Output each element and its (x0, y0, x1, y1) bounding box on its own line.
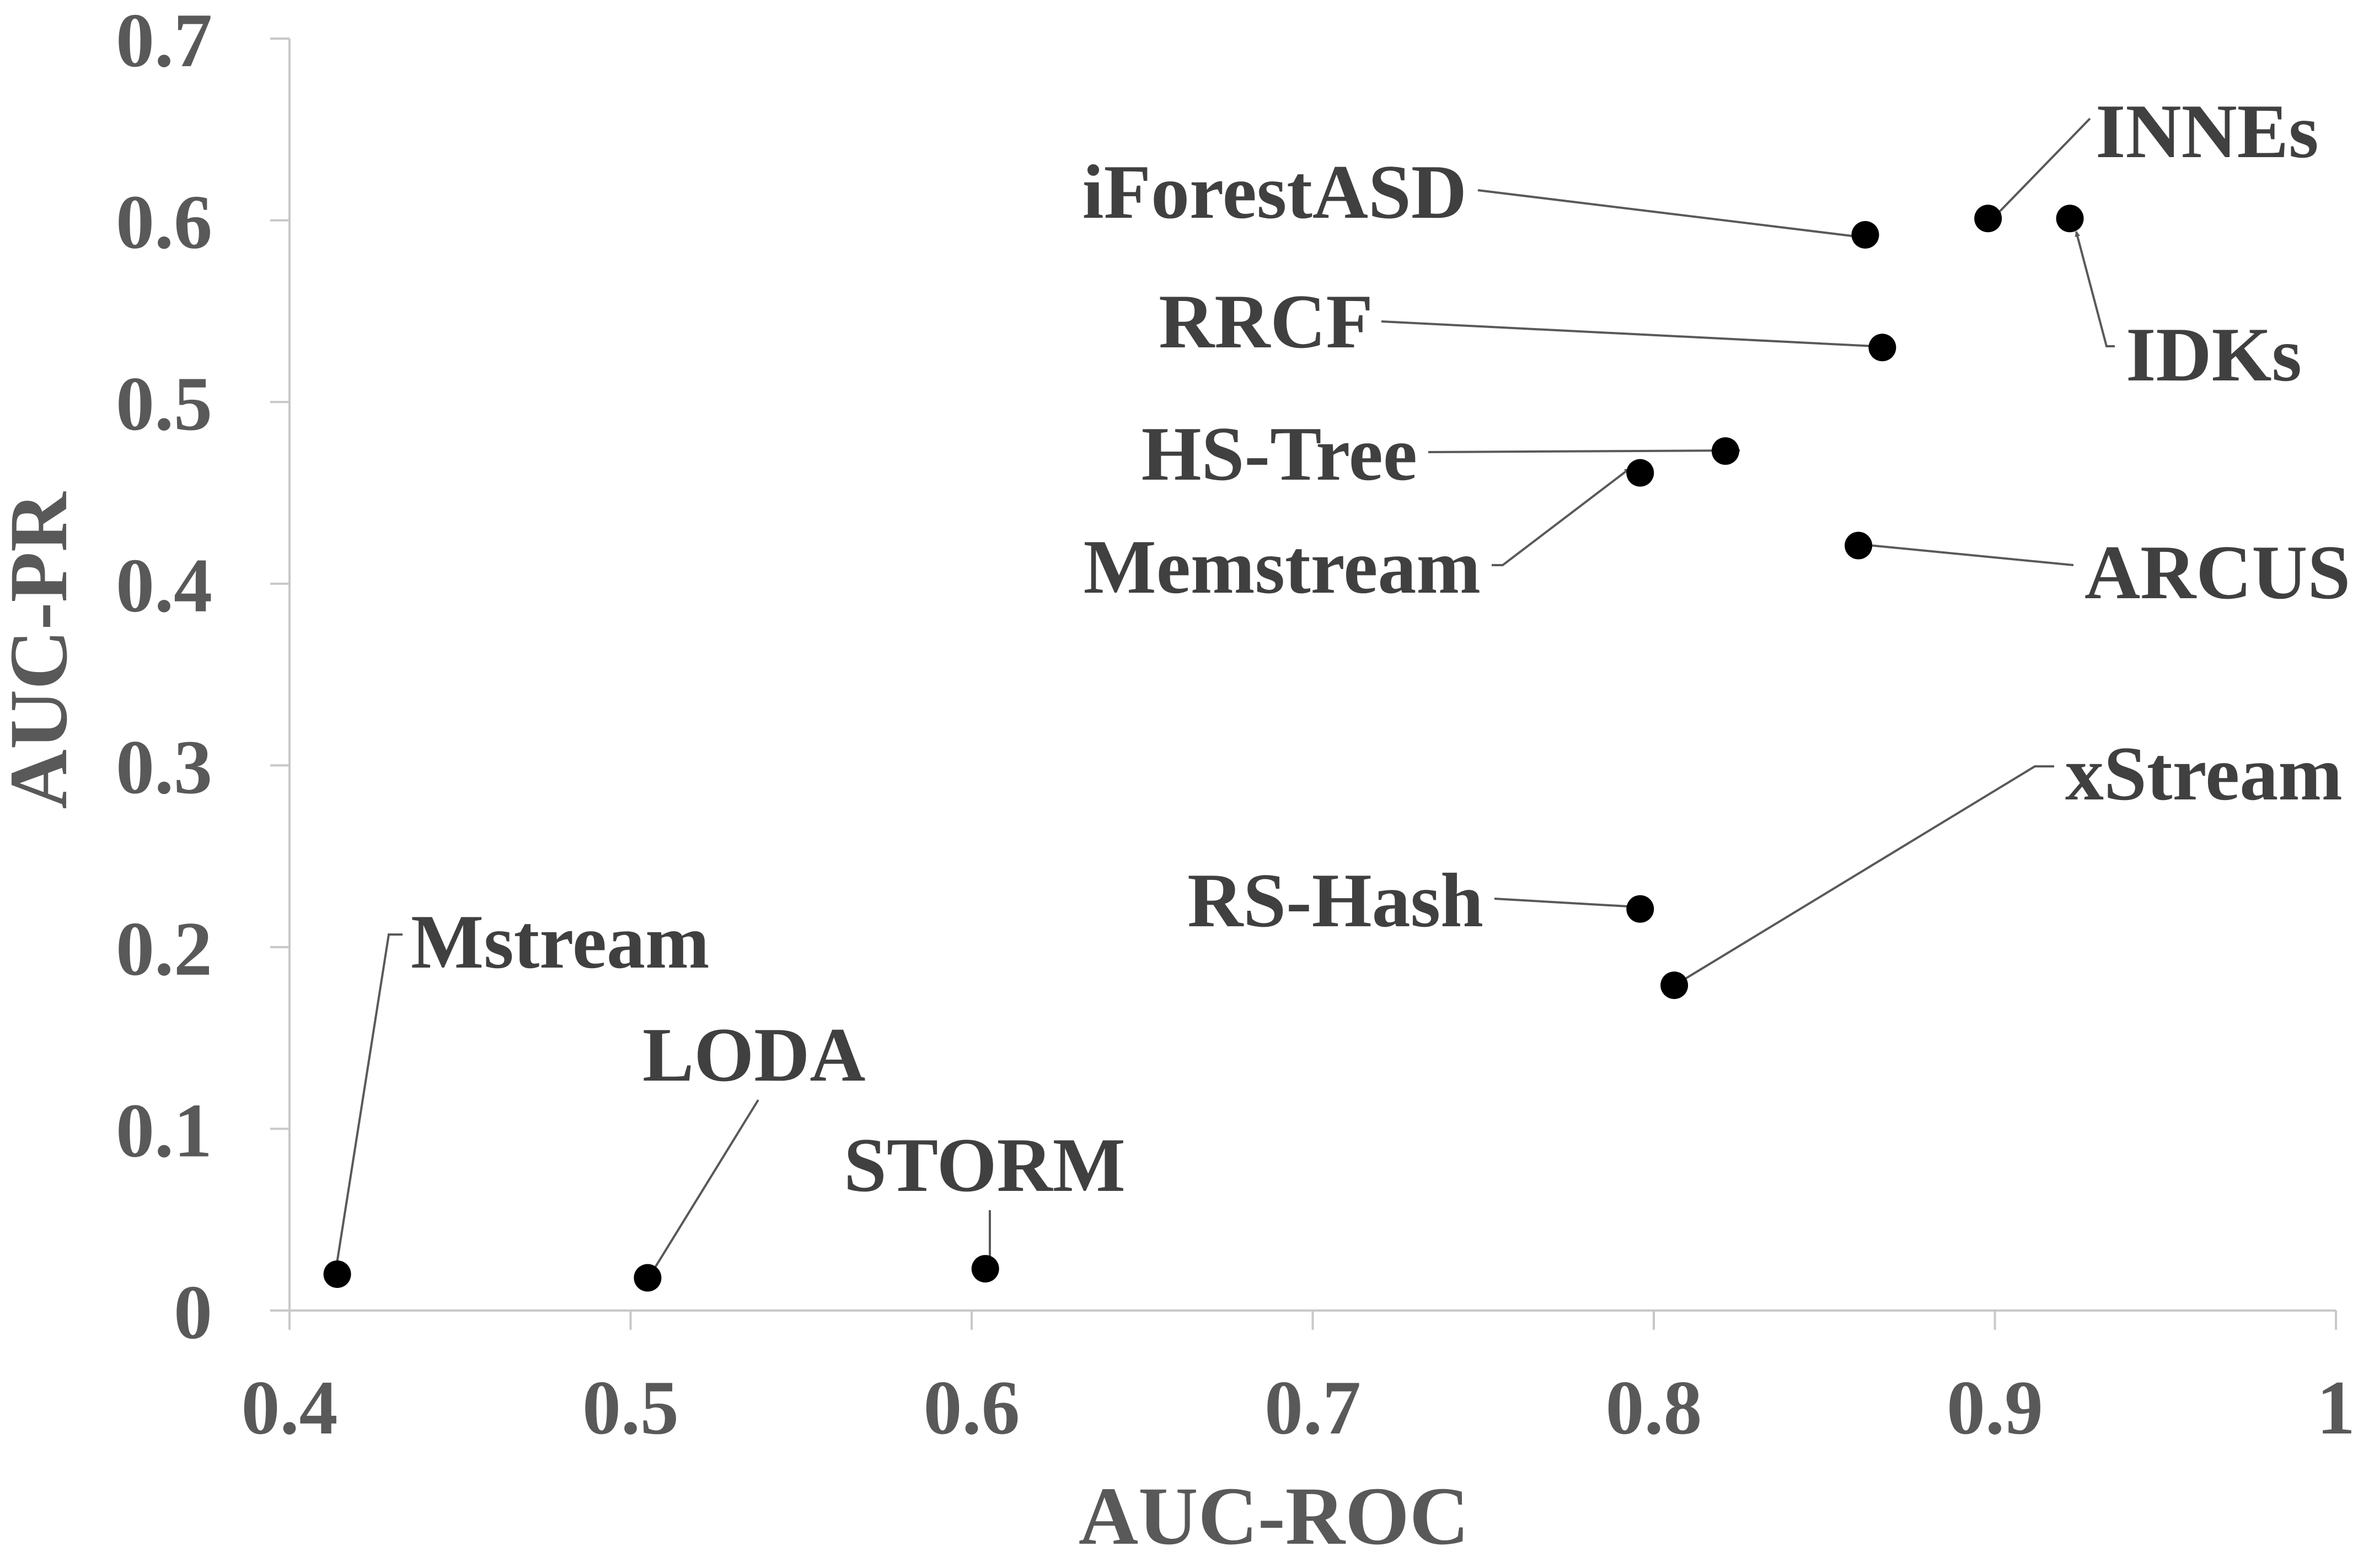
point-label: Mstream (411, 899, 710, 985)
data-point (1851, 221, 1879, 249)
point-label: STORM (844, 1123, 1126, 1208)
leader-line (1381, 320, 1875, 349)
data-point (971, 1255, 999, 1283)
y-tick-label: 0 (174, 1270, 212, 1355)
leader-line (1675, 765, 2054, 985)
point-label: IDKs (2126, 312, 2302, 398)
y-tick-label: 0.3 (116, 724, 212, 810)
y-tick-label: 0.7 (116, 0, 212, 83)
data-point (634, 1264, 662, 1292)
leader-line (1477, 189, 1862, 239)
point-label: xStream (2065, 731, 2343, 817)
x-tick-label: 0.4 (242, 1365, 338, 1451)
data-point (1845, 531, 1873, 560)
leader-line (1428, 448, 1740, 454)
point-label: INNEs (2096, 89, 2319, 174)
leader-line (1995, 117, 2091, 216)
y-axis-title: AUC-PR (0, 491, 84, 809)
point-label: LODA (642, 1012, 865, 1098)
data-point (1974, 205, 2002, 233)
point-label: ARCUS (2084, 530, 2350, 615)
y-tick-label: 0.2 (116, 906, 212, 992)
data-point (1711, 437, 1739, 465)
leader-line (1492, 468, 1631, 566)
data-point (1626, 895, 1654, 923)
leader-line (649, 1099, 759, 1277)
x-tick-label: 0.7 (1264, 1365, 1361, 1451)
data-point (2056, 205, 2084, 233)
x-ticks: 0.4 0.5 0.6 0.7 0.8 0.9 1 (242, 1311, 2355, 1451)
leader-line (1863, 542, 2074, 566)
point-label: iForestASD (1082, 149, 1467, 235)
point-labels: INNEs IDKs iForestASD RRCF HS-Tree Memstream A… (411, 89, 2350, 1208)
x-axis-title: AUC-ROC (1079, 1470, 1469, 1562)
x-tick-label: 0.9 (1947, 1365, 2043, 1451)
y-tick-label: 0.1 (116, 1088, 212, 1173)
leader-line (2075, 231, 2115, 347)
point-label: RS-Hash (1187, 858, 1483, 943)
x-tick-label: 0.8 (1606, 1365, 1702, 1451)
x-tick-label: 0.5 (582, 1365, 679, 1451)
y-tick-label: 0.5 (116, 361, 212, 447)
leader-line (1494, 898, 1638, 910)
y-ticks: 0 0.1 0.2 0.3 0.4 0.5 0.6 0.7 (116, 0, 290, 1355)
x-tick-label: 1 (2317, 1365, 2355, 1451)
y-tick-label: 0.4 (116, 543, 212, 629)
data-point (1660, 971, 1689, 1000)
leader-lines (333, 117, 2115, 1277)
data-points (323, 205, 2084, 1292)
y-tick-label: 0.6 (116, 180, 212, 265)
data-point (1868, 334, 1896, 362)
leader-line (333, 933, 403, 1274)
point-label: HS-Tree (1142, 411, 1417, 497)
x-tick-label: 0.6 (924, 1365, 1020, 1451)
data-point (323, 1260, 351, 1288)
data-point (1626, 459, 1654, 487)
point-label: Memstream (1084, 524, 1481, 610)
point-label: RRCF (1159, 279, 1373, 364)
